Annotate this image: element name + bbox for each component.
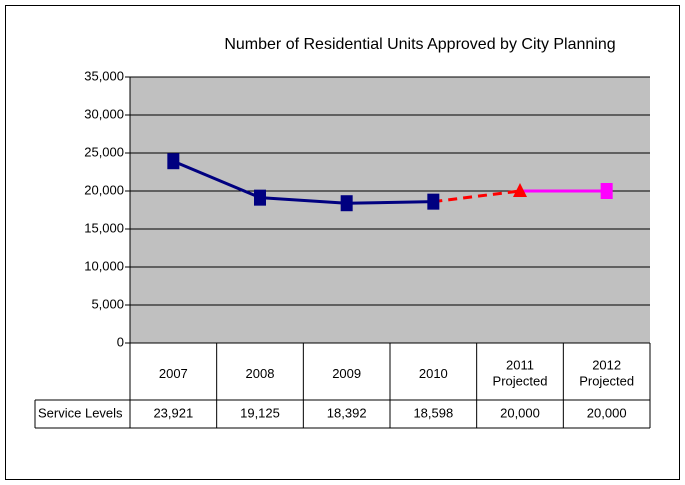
plot-area — [130, 77, 650, 343]
x-tick-label: 2008 — [246, 366, 275, 381]
data-label: 18,392 — [327, 405, 367, 420]
y-tick-label: 35,000 — [84, 68, 124, 83]
line-segment — [346, 200, 434, 205]
data-label: 19,125 — [240, 405, 280, 420]
x-tick-label: 2009 — [332, 366, 361, 381]
data-label: 20,000 — [587, 405, 627, 420]
marker — [254, 189, 266, 206]
y-tick-label: 25,000 — [84, 144, 124, 159]
data-label: 20,000 — [500, 405, 540, 420]
y-tick-label: 30,000 — [84, 106, 124, 121]
chart-title: Number of Residential Units Approved by … — [224, 36, 615, 53]
x-tick-label: 2010 — [419, 366, 448, 381]
legend-label: Service Levels — [38, 405, 123, 420]
line-segment — [172, 159, 261, 200]
y-tick-label: 5,000 — [91, 296, 124, 311]
y-tick-label: 20,000 — [84, 182, 124, 197]
x-tick-label: 2012 Projected — [579, 358, 634, 389]
marker — [167, 153, 180, 170]
marker — [600, 183, 613, 199]
y-tick-label: 15,000 — [84, 220, 124, 235]
marker — [513, 183, 527, 197]
y-tick-label: 10,000 — [84, 258, 124, 273]
data-label: 23,921 — [153, 405, 193, 420]
line-segment — [259, 196, 347, 205]
data-label: 18,598 — [413, 405, 453, 420]
y-tick-label: 0 — [117, 334, 124, 349]
x-tick-label: 2007 — [159, 366, 188, 381]
x-tick-label: 2011 Projected — [493, 358, 548, 389]
marker — [427, 193, 440, 210]
marker — [340, 195, 353, 212]
